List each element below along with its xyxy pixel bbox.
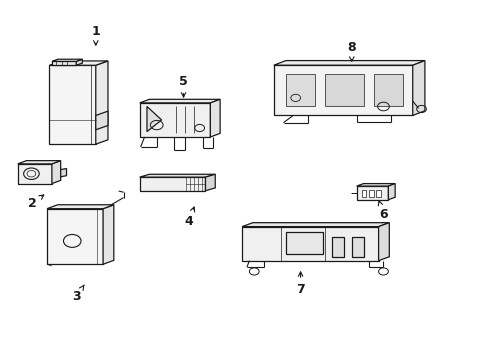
- Text: 6: 6: [378, 201, 387, 221]
- Polygon shape: [49, 65, 96, 144]
- Polygon shape: [273, 60, 424, 65]
- Polygon shape: [140, 174, 215, 177]
- Polygon shape: [52, 61, 76, 65]
- Text: 8: 8: [347, 41, 355, 61]
- Polygon shape: [351, 237, 363, 257]
- Polygon shape: [325, 74, 363, 107]
- Bar: [361, 190, 366, 197]
- Text: 4: 4: [183, 207, 194, 228]
- Text: 2: 2: [28, 195, 44, 210]
- Polygon shape: [205, 174, 215, 191]
- Polygon shape: [18, 164, 52, 184]
- Polygon shape: [96, 61, 108, 144]
- Polygon shape: [140, 99, 220, 103]
- Polygon shape: [412, 60, 424, 116]
- Polygon shape: [140, 103, 210, 137]
- Polygon shape: [140, 177, 205, 191]
- Polygon shape: [242, 226, 378, 261]
- Polygon shape: [76, 59, 82, 65]
- Polygon shape: [387, 184, 394, 200]
- Polygon shape: [285, 74, 315, 107]
- Polygon shape: [96, 111, 108, 130]
- Polygon shape: [356, 186, 387, 200]
- Polygon shape: [373, 74, 402, 107]
- Polygon shape: [18, 161, 61, 164]
- Polygon shape: [273, 65, 412, 116]
- Text: 5: 5: [179, 75, 187, 97]
- Polygon shape: [242, 223, 388, 226]
- Polygon shape: [61, 168, 66, 177]
- Polygon shape: [285, 232, 322, 253]
- Text: 3: 3: [72, 285, 84, 303]
- Polygon shape: [147, 107, 161, 132]
- Polygon shape: [47, 209, 103, 264]
- Polygon shape: [47, 205, 114, 209]
- Polygon shape: [49, 61, 108, 65]
- Text: 1: 1: [91, 25, 100, 45]
- Polygon shape: [331, 237, 344, 257]
- Polygon shape: [103, 205, 114, 264]
- Text: 7: 7: [296, 272, 305, 296]
- Polygon shape: [356, 184, 394, 186]
- Polygon shape: [378, 223, 388, 261]
- Bar: [368, 190, 373, 197]
- Polygon shape: [52, 59, 82, 61]
- Polygon shape: [210, 99, 220, 137]
- Bar: [375, 190, 380, 197]
- Polygon shape: [52, 161, 61, 184]
